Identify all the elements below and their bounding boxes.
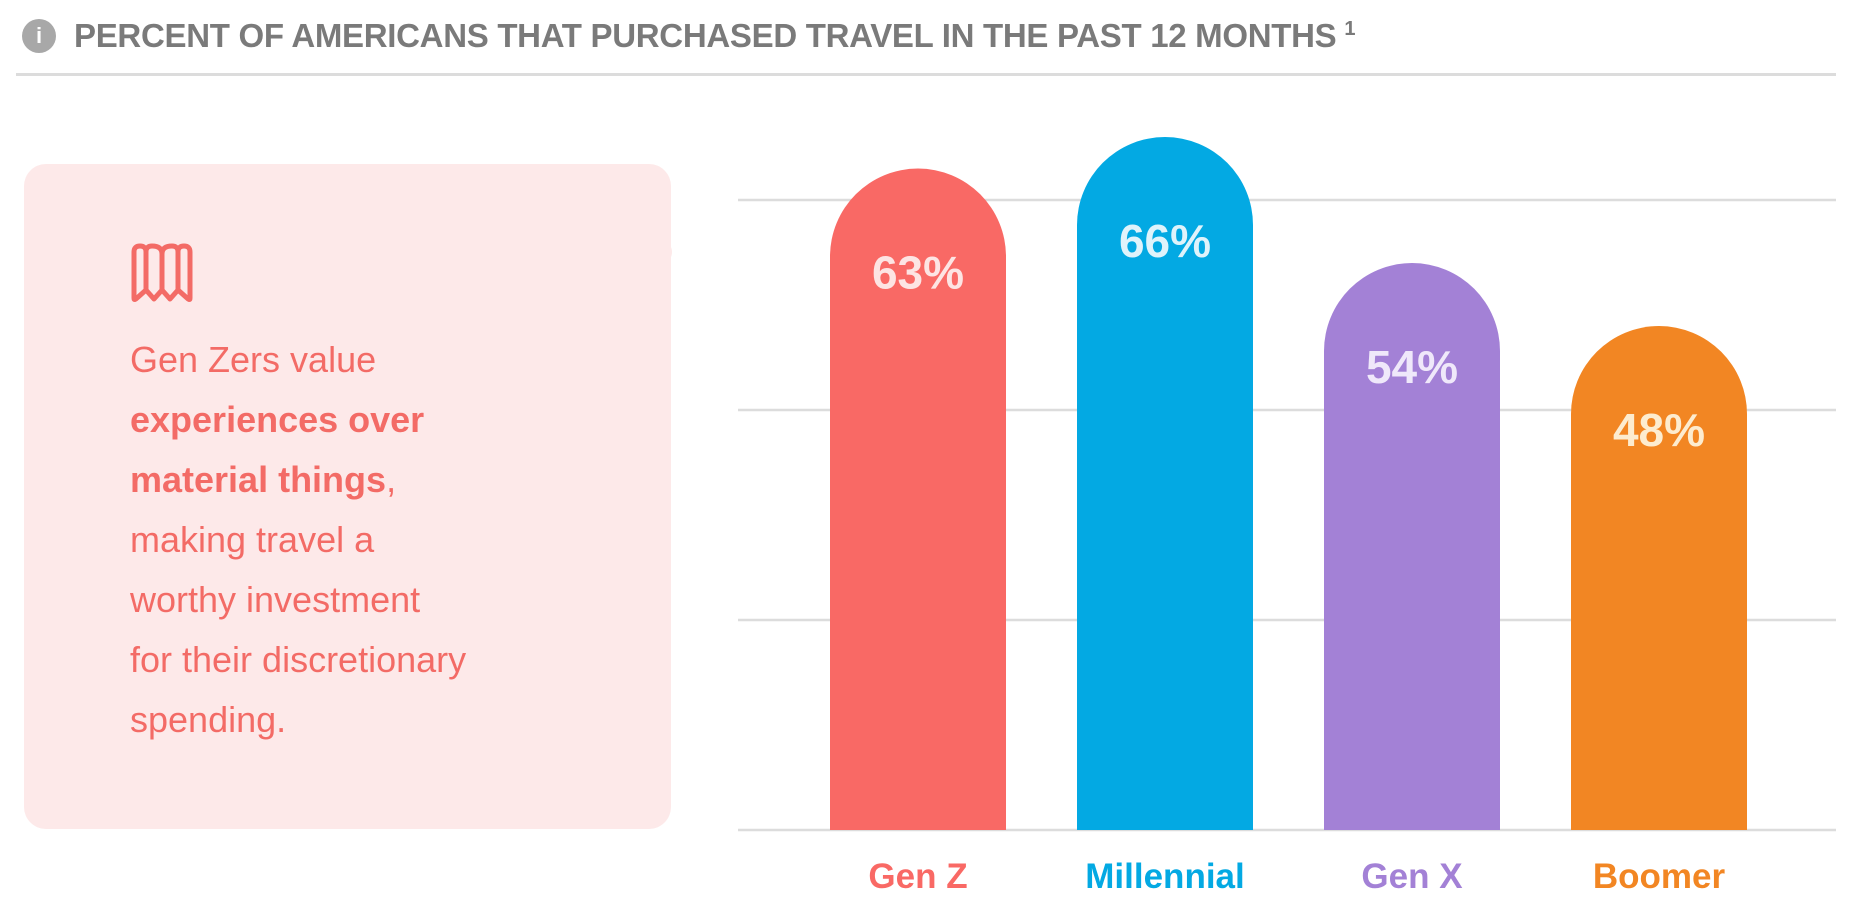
footnote-marker: 1 (1344, 18, 1356, 40)
bar-gen-x (1324, 263, 1500, 830)
data-label: 48% (1613, 404, 1705, 456)
category-label: Boomer (1593, 857, 1726, 896)
callout-emphasis: material things (130, 459, 387, 500)
callout-line-text: making travel a (130, 519, 375, 560)
callout-line-text: Gen Zers value (130, 339, 377, 380)
header-divider (16, 73, 1836, 76)
callout-line: worthy investment (130, 570, 466, 630)
callout-line: experiences over (130, 390, 466, 450)
bar-gen-z (830, 168, 1006, 830)
callout-line: for their discretionary (130, 630, 466, 690)
callout-text: Gen Zers value experiences over material t… (130, 330, 466, 750)
callout-line: making travel a (130, 510, 466, 570)
category-label: Gen Z (868, 857, 967, 896)
callout-pointer (650, 222, 672, 282)
callout-line: spending. (130, 690, 466, 750)
callout-emphasis: experiences over (130, 399, 425, 440)
bar-boomer (1571, 326, 1747, 830)
data-label: 54% (1366, 341, 1458, 393)
callout-line-text: , (386, 459, 397, 500)
category-label: Millennial (1085, 857, 1244, 896)
callout-line-text: worthy investment (130, 579, 421, 620)
data-label: 66% (1119, 215, 1211, 267)
info-icon[interactable]: i (22, 19, 56, 53)
callout-line: Gen Zers value (130, 330, 466, 390)
map-icon (131, 243, 193, 302)
callout-line-text: for their discretionary (130, 639, 467, 680)
callout-line-text: spending. (130, 699, 287, 740)
chart-header: i PERCENT OF AMERICANS THAT PURCHASED TR… (22, 14, 1355, 58)
bar-millennial (1077, 137, 1253, 830)
chart-title-text: PERCENT OF AMERICANS THAT PURCHASED TRAV… (74, 17, 1337, 54)
data-label: 63% (872, 247, 964, 299)
callout-line: material things, (130, 450, 466, 510)
chart-title: PERCENT OF AMERICANS THAT PURCHASED TRAV… (74, 17, 1355, 55)
category-label: Gen X (1361, 857, 1463, 896)
